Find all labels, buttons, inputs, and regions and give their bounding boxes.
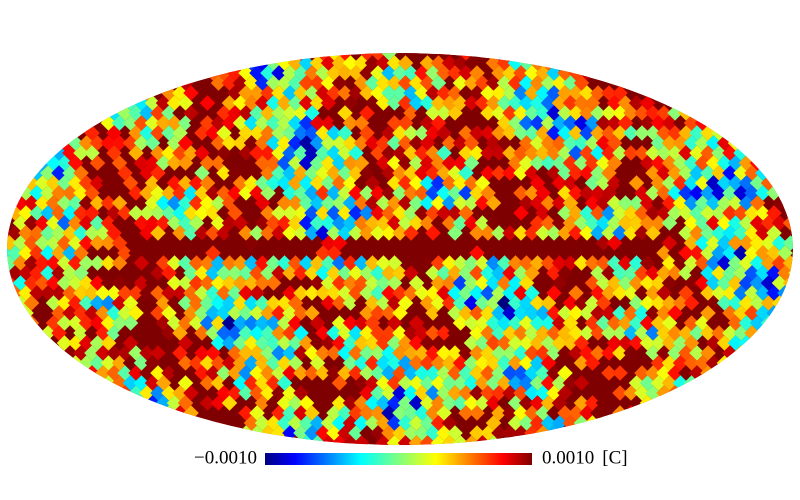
map-pixel xyxy=(474,195,491,211)
map-pixel xyxy=(595,235,612,251)
map-pixel xyxy=(513,205,529,221)
map-pixel xyxy=(199,95,216,111)
map-pixel xyxy=(100,175,117,191)
map-pixel xyxy=(0,255,6,271)
map-pixel xyxy=(12,175,29,191)
map-pixel xyxy=(0,235,6,251)
map-pixel xyxy=(645,225,661,241)
map-pixel xyxy=(221,395,238,411)
map-pixel xyxy=(133,255,150,271)
map-pixel xyxy=(546,225,562,241)
map-pixel xyxy=(502,225,518,241)
map-pixel xyxy=(562,235,579,251)
map-pixel xyxy=(216,225,232,241)
map-pixel xyxy=(139,225,155,241)
map-pixel xyxy=(788,205,793,221)
map-pixel xyxy=(150,225,166,241)
map-pixel xyxy=(491,165,507,181)
map-pixel xyxy=(210,395,227,411)
map-pixel xyxy=(122,215,139,231)
map-pixel xyxy=(524,225,540,241)
map-pixel xyxy=(513,225,529,241)
colorbar-tick-label: 0.0010 xyxy=(542,447,594,468)
map-pixel xyxy=(7,195,18,211)
map-pixel xyxy=(199,395,216,411)
map-pixel xyxy=(100,235,117,251)
map-pixel xyxy=(480,225,496,241)
map-pixel xyxy=(623,145,639,161)
map-pixel xyxy=(623,225,639,241)
map-pixel xyxy=(304,225,320,241)
map-pixel xyxy=(771,175,788,191)
map-pixel xyxy=(260,225,276,241)
map-pixel xyxy=(194,125,210,141)
map-pixel xyxy=(89,155,106,171)
map-pixel xyxy=(359,225,375,241)
map-pixel xyxy=(293,225,309,241)
colorbar-unit: [C] xyxy=(602,447,627,468)
map-pixel xyxy=(238,385,254,401)
map-pixel xyxy=(89,235,106,251)
map-pixel xyxy=(606,235,623,251)
colorbar-tick-label: −0.0010 xyxy=(194,447,257,468)
map-pixel xyxy=(381,225,397,241)
map-pixel xyxy=(183,225,199,241)
map-pixel xyxy=(238,145,254,161)
map-pixel xyxy=(617,175,634,191)
map-pixel xyxy=(425,225,441,241)
map-pixel xyxy=(634,225,650,241)
map-pixel xyxy=(161,325,177,341)
map-pixel xyxy=(128,185,144,201)
map-pixel xyxy=(199,375,216,391)
map-pixel xyxy=(447,225,463,241)
map-pixel xyxy=(370,225,386,241)
map-pixel xyxy=(194,225,210,241)
sky-map xyxy=(0,53,800,445)
map-pixel xyxy=(243,235,260,251)
map-pixel xyxy=(139,285,155,301)
colorbar: −0.0010 0.0010 [C] xyxy=(194,447,628,468)
map-pixel xyxy=(579,225,595,241)
map-pixel xyxy=(172,225,188,241)
map-pixel xyxy=(782,195,793,211)
map-pixel xyxy=(403,225,419,241)
map-pixel xyxy=(794,255,800,271)
map-pixel xyxy=(194,325,210,341)
map-pixel xyxy=(535,225,551,241)
map-pixel xyxy=(210,75,227,91)
map-pixel xyxy=(485,195,502,211)
map-pixel xyxy=(348,225,364,241)
map-pixel xyxy=(491,225,507,241)
map-pixel xyxy=(177,155,194,171)
map-pixel xyxy=(794,235,800,251)
map-pixel xyxy=(513,165,529,181)
map-pixel xyxy=(282,225,298,241)
colorbar-gradient xyxy=(265,453,532,465)
map-pixel xyxy=(480,145,496,161)
map-pixel xyxy=(205,225,221,241)
map-pixel xyxy=(216,165,232,181)
map-pixel xyxy=(491,145,507,161)
map-pixel xyxy=(392,225,408,241)
map-pixel xyxy=(502,165,518,181)
map-pixel xyxy=(227,225,243,241)
map-pixel xyxy=(166,155,183,171)
map-pixel xyxy=(271,225,287,241)
